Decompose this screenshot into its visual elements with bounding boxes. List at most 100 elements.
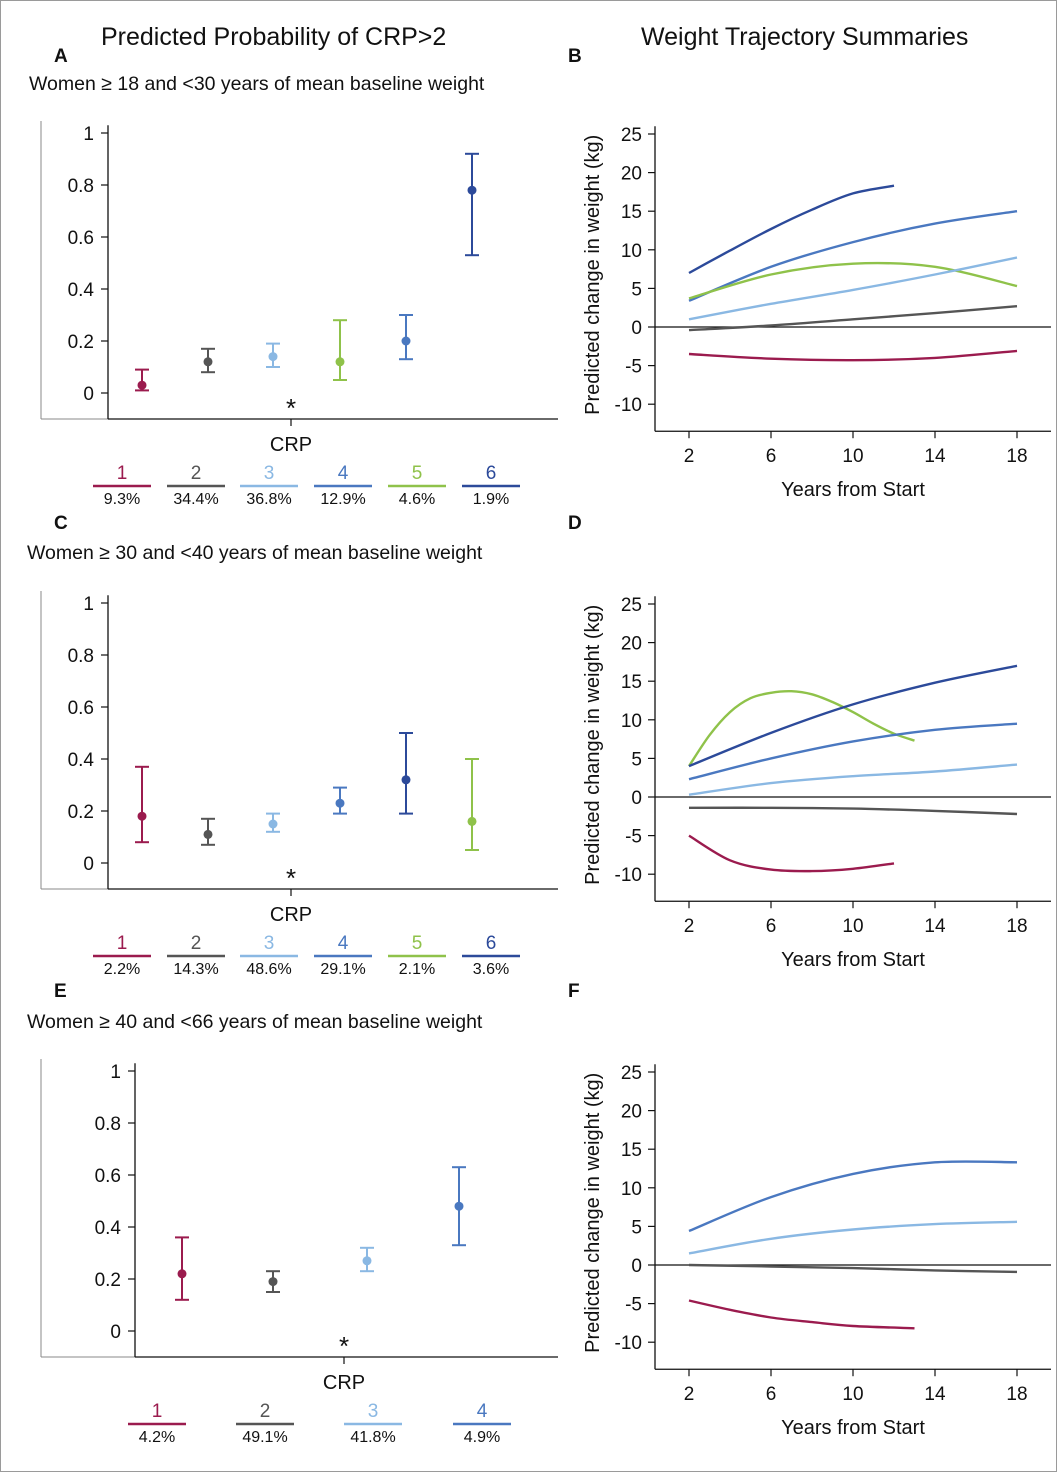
y-axis-label: Predicted change in weight (kg) [582, 1073, 604, 1353]
y-tick-label: 0 [83, 384, 94, 405]
y-tick-label: -10 [615, 865, 642, 886]
y-axis-label: Predicted change in weight (kg) [582, 135, 604, 415]
y-tick-label: 0.2 [68, 802, 94, 823]
y-tick-label: 5 [631, 1217, 642, 1238]
panel-a-subtitle: Women ≥ 18 and <30 years of mean baselin… [29, 73, 485, 95]
panel-e-chart: 0 0.2 0.4 0.6 0.8 1 * CRP 1 4.2% 2 49.1% 3 41.8% 4 4.9% [40, 1059, 558, 1446]
y-tick-label: 15 [621, 1140, 642, 1161]
x-axis-label: CRP [270, 434, 312, 456]
y-tick-label: -10 [615, 1333, 642, 1354]
x-tick-label: 14 [924, 446, 946, 467]
point-group-3 [268, 819, 278, 829]
legend-label-6: 6 [486, 933, 497, 954]
point-group-1 [177, 1269, 187, 1279]
panel-a-chart: 0 0.2 0.4 0.6 0.8 1 * CRP 1 9.3% 2 34.4% 3 36.8% 4 12.9… [40, 121, 558, 508]
panel-c-subtitle: Women ≥ 30 and <40 years of mean baselin… [27, 542, 483, 564]
point-group-4 [335, 357, 345, 367]
y-tick-label: 10 [621, 1179, 642, 1200]
legend-label-2: 2 [260, 1401, 271, 1422]
y-tick-label: 1 [110, 1062, 121, 1083]
point-group-1 [137, 811, 147, 821]
x-tick-label: 18 [1006, 916, 1027, 937]
significance-asterisk: * [286, 863, 296, 893]
legend-percent-1: 9.3% [104, 491, 140, 508]
trajectory-line-group-1 [688, 349, 1018, 362]
y-tick-label: 0.8 [68, 176, 94, 197]
y-tick-label: 25 [621, 595, 642, 616]
y-tick-label: 10 [621, 241, 642, 262]
panel-d-chart: -10 -5 0 5 10 15 20 25 2 6 10 14 18 Years from Start P… [582, 595, 1051, 971]
y-tick-label: -5 [625, 827, 642, 848]
trajectory-line-group-3 [688, 763, 1018, 796]
panel-letter-f: F [568, 981, 580, 1002]
legend-label-3: 3 [264, 463, 275, 484]
legend-label-3: 3 [368, 1401, 379, 1422]
x-tick-label: 10 [842, 446, 863, 467]
legend-percent-3: 41.8% [350, 1429, 395, 1446]
legend-label-2: 2 [191, 463, 202, 484]
point-group-2 [203, 829, 213, 839]
legend-label-6: 6 [486, 463, 497, 484]
y-tick-label: 0 [110, 1322, 121, 1343]
x-tick-label: 2 [684, 1384, 695, 1405]
legend-percent-3: 48.6% [246, 961, 291, 978]
panel-f-chart: -10 -5 0 5 10 15 20 25 2 6 10 14 18 Years from Start P… [582, 1063, 1051, 1439]
y-tick-label: 25 [621, 1063, 642, 1084]
legend-label-4: 4 [477, 1401, 488, 1422]
legend-percent-2: 34.4% [173, 491, 218, 508]
point-group-6 [467, 185, 477, 195]
y-tick-label: 0.8 [95, 1114, 121, 1135]
y-tick-label: 15 [621, 202, 642, 223]
y-tick-label: 0 [631, 788, 642, 809]
legend-label-3: 3 [264, 933, 275, 954]
panel-letter-c: C [54, 513, 68, 534]
trajectory-line-group-5 [688, 689, 915, 767]
left-column-title: Predicted Probability of CRP>2 [101, 23, 447, 51]
legend-percent-4: 12.9% [320, 491, 365, 508]
x-axis-label: Years from Start [781, 1417, 925, 1439]
point-group-5 [467, 816, 477, 826]
x-axis-label: CRP [323, 1372, 365, 1394]
legend-percent-2: 49.1% [242, 1429, 287, 1446]
legend-percent-1: 4.2% [139, 1429, 175, 1446]
y-tick-label: -5 [625, 357, 642, 378]
x-tick-label: 10 [842, 916, 863, 937]
y-tick-label: 0.4 [95, 1218, 122, 1239]
y-tick-label: -5 [625, 1295, 642, 1316]
legend-percent-6: 3.6% [473, 961, 509, 978]
trajectory-line-group-4 [688, 1160, 1018, 1233]
point-group-5 [401, 336, 411, 346]
x-tick-label: 14 [924, 1384, 946, 1405]
legend-label-2: 2 [191, 933, 202, 954]
point-group-6 [401, 775, 411, 785]
y-tick-label: 0.6 [68, 228, 94, 249]
legend-percent-6: 1.9% [473, 491, 509, 508]
y-tick-label: 0.2 [95, 1270, 121, 1291]
point-group-2 [268, 1277, 278, 1287]
y-tick-label: 15 [621, 672, 642, 693]
x-axis-label: CRP [270, 904, 312, 926]
y-tick-label: 0 [631, 318, 642, 339]
point-group-4 [335, 798, 345, 808]
y-tick-label: 0 [631, 1256, 642, 1277]
significance-asterisk: * [286, 393, 296, 423]
legend-percent-4: 29.1% [320, 961, 365, 978]
legend-label-1: 1 [117, 463, 128, 484]
legend-label-4: 4 [338, 463, 349, 484]
x-tick-label: 18 [1006, 1384, 1027, 1405]
x-tick-label: 10 [842, 1384, 863, 1405]
trajectory-line-group-6 [688, 184, 895, 275]
y-tick-label: 0.6 [68, 698, 94, 719]
trajectory-line-group-2 [688, 806, 1018, 816]
legend-label-5: 5 [412, 463, 423, 484]
trajectory-line-group-6 [688, 664, 1018, 768]
y-tick-label: 0.4 [68, 280, 95, 301]
trajectory-line-group-1 [688, 834, 895, 873]
x-tick-label: 6 [766, 1384, 777, 1405]
y-tick-label: 0.2 [68, 332, 94, 353]
trajectory-line-group-5 [688, 261, 1018, 300]
panel-letter-b: B [568, 46, 582, 67]
point-group-4 [454, 1201, 464, 1211]
point-group-3 [362, 1256, 372, 1266]
y-axis-label: Predicted change in weight (kg) [582, 605, 604, 885]
